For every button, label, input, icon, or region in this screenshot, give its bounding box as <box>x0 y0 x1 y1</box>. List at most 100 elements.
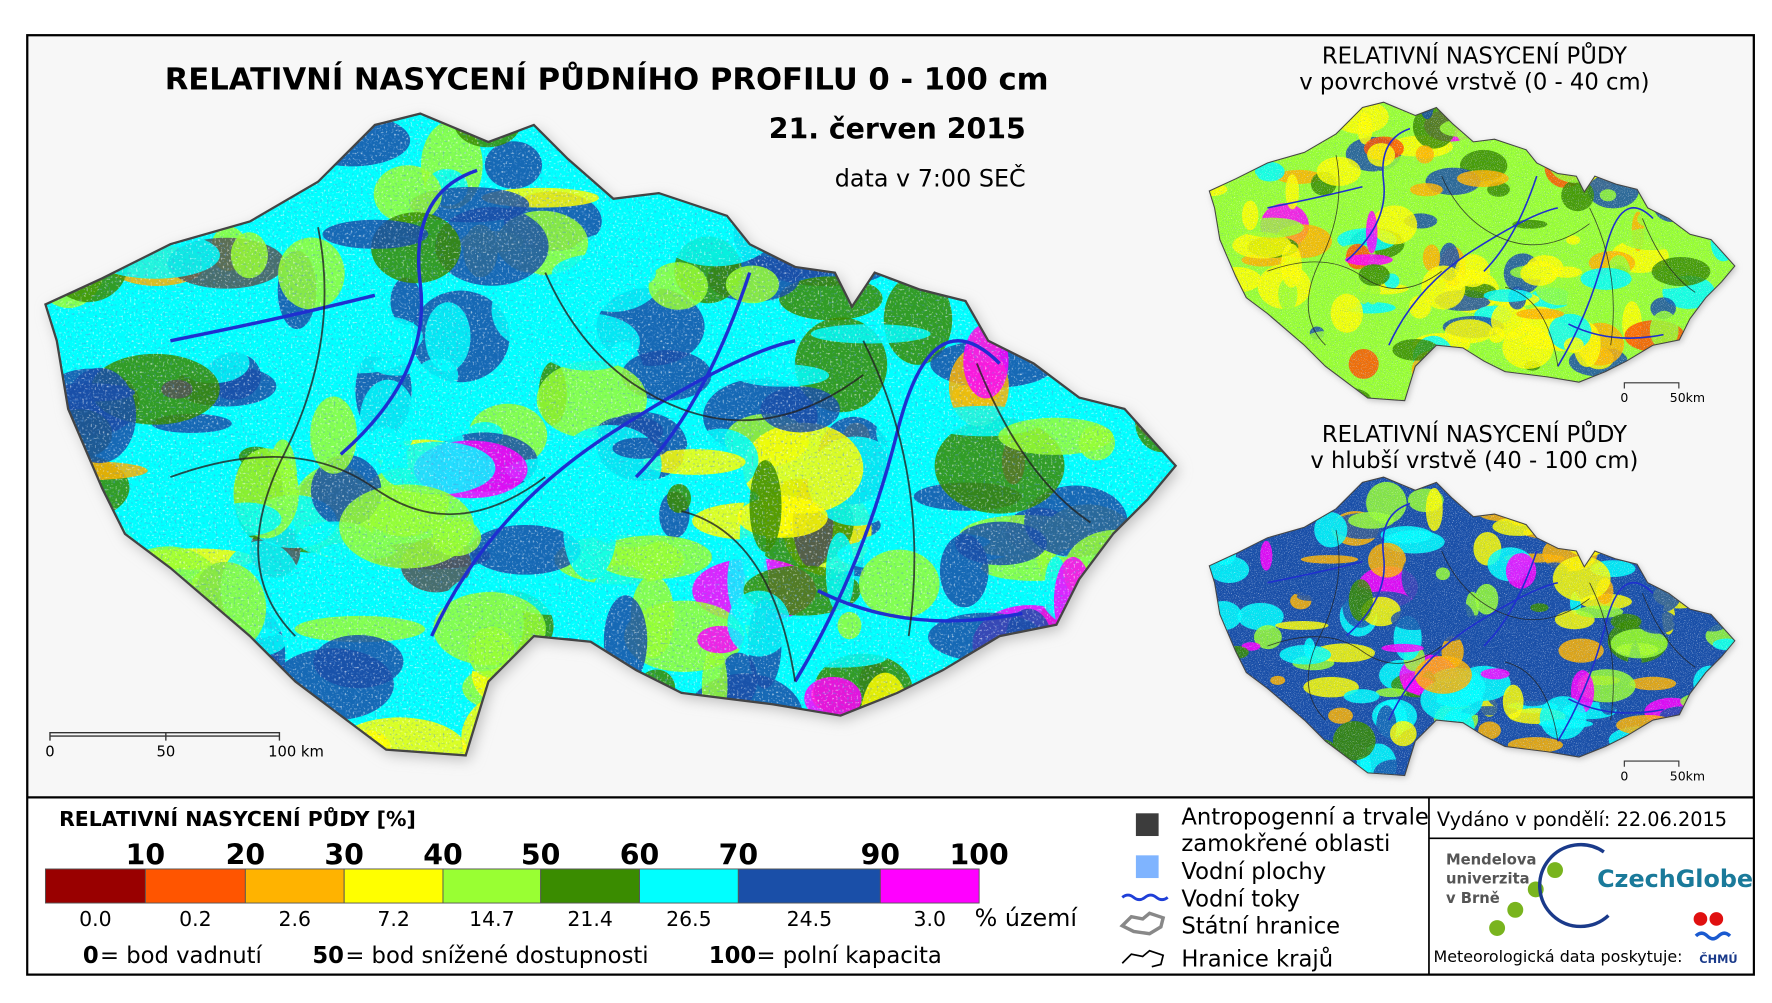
river <box>1568 323 1664 339</box>
region-border <box>1441 550 1590 621</box>
logo-text: CzechGlobe <box>1597 865 1753 893</box>
note-text: = bod snížené dostupnosti <box>345 943 648 969</box>
provider-text: Meteorologická data poskytuje: <box>1434 947 1683 966</box>
legend-title: RELATIVNÍ NASYCENÍ PŮDY [%] <box>59 806 416 831</box>
legend-share: 24.5 <box>787 907 833 931</box>
chmu-logo <box>1694 931 1732 941</box>
inset-title: RELATIVNÍ NASYCENÍ PŮDY <box>1322 419 1627 448</box>
state-border <box>1208 101 1736 402</box>
inset-title: RELATIVNÍ NASYCENÍ PŮDY <box>1322 41 1627 70</box>
scale-label: 0 <box>45 744 54 761</box>
logo-dot <box>1547 862 1563 879</box>
region-border <box>681 510 797 682</box>
legend-threshold: 60 <box>620 838 660 871</box>
region-border <box>1642 593 1696 668</box>
region-border <box>257 227 326 637</box>
scale-bar: 0 50km <box>1620 382 1705 405</box>
data-time: data v 7:00 SEČ <box>835 164 1026 192</box>
scale-line <box>1623 382 1680 389</box>
symbol-label: Vodní toky <box>1181 886 1300 912</box>
legend-share: 21.4 <box>567 907 613 931</box>
logo-text: ČHMÚ <box>1699 952 1737 966</box>
region-border <box>1504 286 1559 367</box>
river <box>634 272 752 479</box>
chmu-logo <box>1709 912 1724 926</box>
region-border <box>862 340 916 637</box>
river <box>339 168 478 456</box>
region-border <box>1441 176 1590 246</box>
legend-share: 7.2 <box>377 907 410 931</box>
issued-date: Vydáno v pondělí: 22.06.2015 <box>1437 808 1727 831</box>
region-border <box>170 456 546 516</box>
legend-share: 14.7 <box>469 907 515 931</box>
legend: 0.0 0.2 2.6 7.2 14.7 21.4 26.5 24.5 3.0 10 20 30 40 5… <box>44 838 1079 969</box>
legend-bin <box>144 868 246 904</box>
legend-threshold: 40 <box>423 838 462 871</box>
legend-share: 26.5 <box>666 907 712 931</box>
symbol-label: Antropogenní a trvale <box>1181 805 1429 831</box>
river <box>430 339 796 637</box>
region-border <box>1504 661 1559 742</box>
note-value: 50 <box>312 943 344 969</box>
legend-unit: % území <box>975 904 1079 932</box>
symbol-state-border <box>1119 911 1166 936</box>
legend-share: 2.6 <box>279 907 312 931</box>
state-border <box>1208 476 1736 777</box>
river <box>1388 207 1559 346</box>
legend-threshold: 10 <box>126 838 166 871</box>
scale-bar: 0 50km <box>1620 760 1705 783</box>
legend-threshold: 20 <box>226 838 265 871</box>
region-border <box>1267 261 1442 289</box>
region-border <box>976 363 1091 524</box>
legend-bin <box>442 868 542 904</box>
scale-label: 50km <box>1670 390 1705 405</box>
region-border <box>1307 154 1340 346</box>
legend-bin <box>44 868 146 904</box>
symbol-region-border <box>1121 949 1165 968</box>
mendelu-dots <box>1489 862 1563 936</box>
legend-bin <box>737 868 881 904</box>
region-border <box>1589 207 1614 346</box>
note-text: = bod vadnutí <box>100 943 263 969</box>
legend-bin <box>343 868 444 904</box>
region-border <box>1307 529 1340 721</box>
river <box>1267 185 1363 209</box>
legend-threshold: 50 <box>521 838 560 871</box>
legend-threshold: 100 <box>950 838 1009 871</box>
symbol-label: Státní hranice <box>1181 914 1340 940</box>
czechglobe-arc <box>1538 842 1610 929</box>
legend-share: 0.0 <box>79 907 112 931</box>
scale-label: 100 km <box>268 744 324 761</box>
chmu-logo <box>1693 912 1708 926</box>
logo-text: Mendelova <box>1446 851 1537 868</box>
river <box>1346 502 1411 637</box>
region-border <box>1267 636 1442 664</box>
river <box>1568 698 1664 714</box>
symbol-anthropogenic <box>1135 813 1159 837</box>
note-value: 0 <box>83 943 99 969</box>
symbol-river <box>1121 893 1169 902</box>
river <box>170 293 376 343</box>
scale-label: 0 <box>1620 768 1628 783</box>
legend-bin <box>879 868 980 904</box>
scale-line <box>1623 760 1680 767</box>
inset-subtitle: v hlubší vrstvě (40 - 100 cm) <box>1310 448 1638 474</box>
logo-dot <box>1507 901 1524 918</box>
scale-label: 50 <box>156 744 175 761</box>
scale-label: 50km <box>1670 768 1705 783</box>
map-title: RELATIVNÍ NASYCENÍ PŮDNÍHO PROFILU 0 - 1… <box>165 61 1049 98</box>
logo-text: v Brně <box>1446 890 1500 907</box>
inset-subtitle: v povrchové vrstvě (0 - 40 cm) <box>1299 70 1649 96</box>
legend-threshold: 90 <box>861 838 901 871</box>
note-text: = polní kapacita <box>757 943 942 969</box>
river <box>1267 560 1363 584</box>
region-border <box>1642 218 1696 293</box>
symbol-water <box>1135 855 1159 879</box>
legend-bin <box>639 868 739 904</box>
logo-dot <box>1489 920 1506 936</box>
legend-share: 0.2 <box>179 907 212 931</box>
legend-share: 3.0 <box>913 907 946 931</box>
region-border <box>1589 582 1614 721</box>
river <box>1483 550 1538 647</box>
